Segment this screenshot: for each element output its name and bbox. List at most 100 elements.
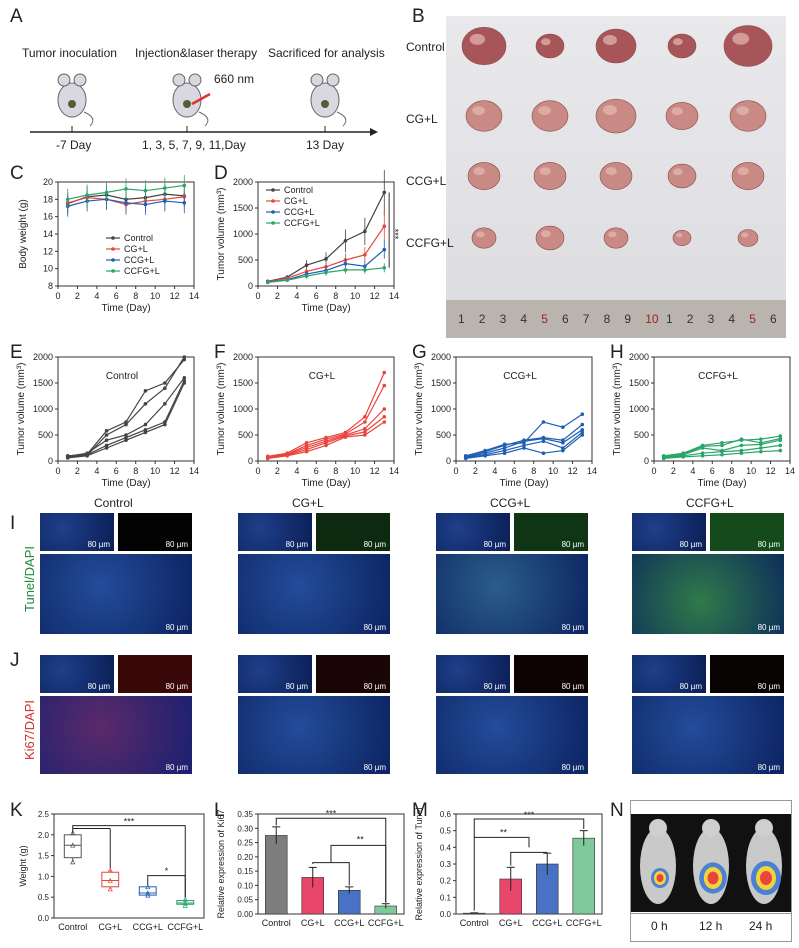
tunel-image: 80 µm bbox=[316, 513, 390, 551]
y-tick-label: 10 bbox=[43, 264, 53, 274]
scale-bar: 80 µm bbox=[87, 682, 110, 691]
data-point bbox=[104, 429, 109, 433]
day-minus7: -7 Day bbox=[56, 138, 92, 152]
y-tick-label: 0 bbox=[48, 456, 53, 466]
sig-bracket bbox=[312, 862, 350, 886]
legend-label: CG+L bbox=[124, 244, 148, 254]
ruler: 1 2 3 4 5 6 7 8 9 10 1 2 3 4 5 6 bbox=[446, 300, 786, 338]
panel-label-f: F bbox=[214, 342, 226, 363]
tumor-highlight bbox=[540, 38, 551, 46]
time-0h: 0 h bbox=[651, 919, 668, 933]
data-point bbox=[759, 446, 763, 450]
data-point bbox=[382, 415, 387, 419]
data-marker bbox=[145, 884, 151, 890]
panel-label-k: K bbox=[10, 800, 23, 821]
laser-label: 660 nm bbox=[214, 72, 255, 86]
y-tick-label: 2000 bbox=[431, 352, 451, 362]
tumor bbox=[461, 26, 507, 66]
y-tick-label: 0.1 bbox=[440, 893, 452, 902]
y-tick-label: 0.3 bbox=[440, 860, 452, 869]
sig-bracket bbox=[473, 818, 585, 911]
x-tick-label: 6 bbox=[710, 466, 715, 476]
data-marker bbox=[182, 902, 188, 908]
y-tick-label: 500 bbox=[238, 430, 253, 440]
y-tick-label: 0.30 bbox=[237, 824, 253, 833]
tumor bbox=[667, 163, 697, 189]
chart-g-ccg: 0 2 4 6 8 10 12 14 0 500 1000 1500 2000 Time (Day) Tum… bbox=[414, 352, 597, 489]
data-point bbox=[463, 456, 468, 461]
sig-annotation: *** bbox=[390, 229, 400, 240]
tumor bbox=[535, 225, 565, 251]
tumor-highlight bbox=[473, 167, 485, 176]
data-point bbox=[382, 370, 387, 375]
plot-frame bbox=[257, 813, 405, 915]
data-point bbox=[778, 434, 783, 438]
tumor-highlight bbox=[539, 167, 551, 176]
chart-title: CG+L bbox=[309, 371, 336, 382]
panel-label-m: M bbox=[412, 800, 428, 821]
y-axis-label: Relative expression of Tunel bbox=[414, 807, 424, 920]
panel-label-l: L bbox=[214, 800, 225, 821]
scale-bar: 80 µm bbox=[757, 540, 780, 549]
ruler-number: 2 bbox=[478, 312, 486, 326]
x-tick-label: 14 bbox=[389, 291, 399, 301]
tumor bbox=[535, 33, 565, 59]
sig-bracket bbox=[474, 836, 530, 848]
tunel-image: 80 µm bbox=[710, 513, 784, 551]
x-tick-label: 0 bbox=[453, 466, 458, 476]
x-tick-label: 6 bbox=[314, 291, 319, 301]
data-point bbox=[502, 451, 507, 455]
tumor bbox=[595, 98, 637, 134]
legend-label: CCG+L bbox=[284, 207, 314, 217]
y-tick-label: 0.00 bbox=[237, 910, 253, 919]
tumor-highlight bbox=[736, 106, 749, 116]
y-axis-label: Tumor volume (mm³) bbox=[612, 363, 623, 456]
photo-row-ccg: CCG+L bbox=[406, 174, 447, 188]
panel-label-c: C bbox=[10, 163, 24, 184]
data-point bbox=[580, 428, 585, 432]
y-tick-label: 1500 bbox=[233, 378, 253, 388]
scale-bar: 80 µm bbox=[165, 540, 188, 549]
data-point bbox=[182, 355, 187, 359]
dapi-image: 80 µm bbox=[632, 513, 706, 551]
legend-label: Control bbox=[124, 233, 153, 243]
step-injection: Injection&laser therapy bbox=[135, 46, 258, 60]
data-point bbox=[580, 422, 585, 427]
data-point bbox=[104, 438, 109, 442]
y-tick-label: 2.5 bbox=[38, 810, 50, 819]
data-point bbox=[343, 261, 348, 266]
data-point bbox=[65, 456, 70, 460]
data-point bbox=[85, 454, 89, 458]
y-tick-label: 1.0 bbox=[38, 872, 50, 881]
chart-f-cg: 0 2 4 6 8 10 12 14 0 500 1000 1500 2000 Time (Day) Tum… bbox=[216, 352, 399, 489]
data-point bbox=[720, 441, 724, 445]
data-point bbox=[343, 238, 348, 243]
data-point bbox=[285, 454, 289, 458]
data-point bbox=[778, 438, 783, 442]
tumor-highlight bbox=[605, 167, 617, 176]
x-tick-label: 14 bbox=[389, 466, 399, 476]
data-point bbox=[304, 263, 309, 267]
data-point bbox=[541, 436, 546, 441]
bar-Control bbox=[264, 835, 288, 915]
tunel-image: 80 µm bbox=[118, 513, 192, 551]
y-axis-label: Tumor volume (mm³) bbox=[216, 363, 227, 456]
data-point bbox=[143, 428, 148, 432]
sig-annotation: ** bbox=[500, 828, 508, 838]
scale-bar: 80 µm bbox=[679, 540, 702, 549]
sig-annotation: * bbox=[165, 866, 169, 876]
tumor bbox=[737, 229, 759, 247]
y-tick-label: 0.10 bbox=[237, 881, 253, 890]
scale-bar: 80 µm bbox=[363, 623, 386, 632]
micro-group-label: CCFG+L bbox=[686, 496, 734, 510]
data-point bbox=[580, 412, 585, 416]
data-point bbox=[561, 446, 565, 450]
x-tick-label: 4 bbox=[94, 466, 99, 476]
data-point bbox=[324, 270, 328, 275]
sig-annotation: *** bbox=[524, 810, 535, 820]
ruler-number: 5 bbox=[749, 312, 756, 326]
x-tick-label: 12 bbox=[370, 466, 380, 476]
data-marker bbox=[182, 900, 188, 906]
tumor bbox=[465, 100, 503, 132]
tumor-highlight bbox=[732, 32, 750, 45]
